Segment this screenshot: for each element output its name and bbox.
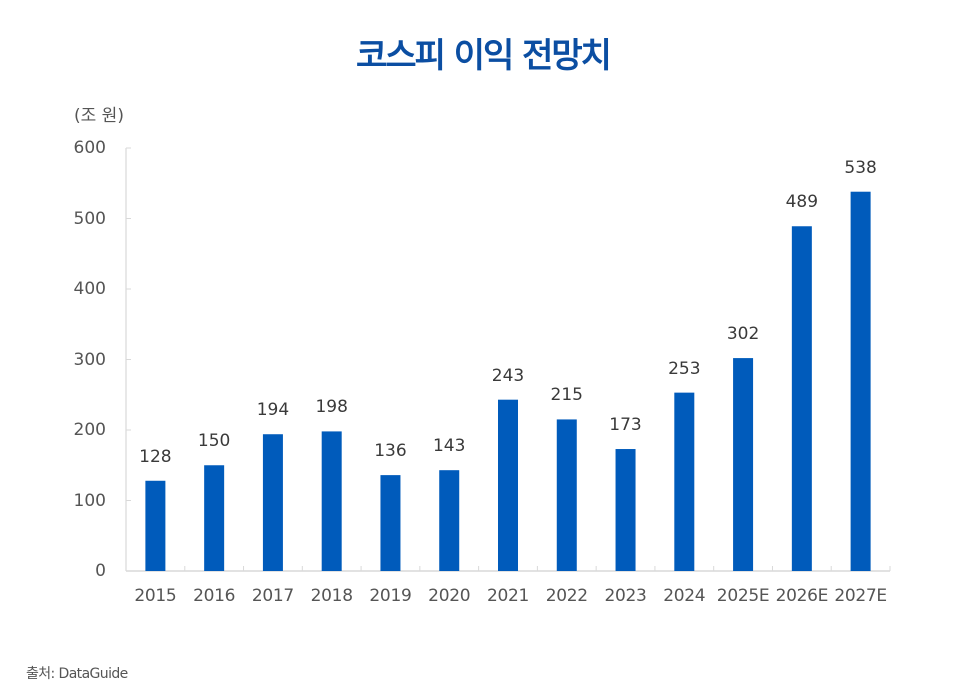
- bar-2020: [439, 470, 460, 571]
- x-tick-label-2025E: 2025E: [716, 586, 770, 606]
- bar-2021: [498, 399, 518, 571]
- data-label-2015: 128: [139, 446, 172, 467]
- bar-2022: [556, 419, 577, 571]
- data-label-2023: 173: [609, 415, 642, 436]
- x-tick-label-2022: 2022: [545, 586, 588, 606]
- x-tick-label-2026E: 2026E: [775, 586, 829, 606]
- y-tick-label: 100: [73, 490, 106, 511]
- data-label-2027E: 538: [844, 157, 877, 178]
- x-tick-label-2017: 2017: [251, 586, 294, 606]
- data-label-2017: 194: [256, 400, 290, 421]
- data-label-2026E: 489: [785, 192, 819, 213]
- bar-2027E: [850, 191, 871, 571]
- x-tick-label-2021: 2021: [486, 586, 530, 606]
- x-tick-label-2016: 2016: [193, 586, 236, 606]
- source-note: 출처: DataGuide: [26, 666, 128, 682]
- y-tick-label: 400: [73, 279, 106, 299]
- bar-2016: [204, 465, 225, 571]
- bar-2025E: [733, 358, 754, 571]
- y-tick-label: 200: [73, 420, 106, 440]
- y-tick-label: 600: [73, 138, 106, 158]
- y-tick-label: 500: [73, 208, 106, 229]
- data-label-2022: 215: [550, 385, 583, 406]
- data-label-2020: 143: [432, 436, 466, 457]
- data-label-2019: 136: [374, 441, 407, 462]
- bar-2023: [615, 449, 636, 571]
- x-tick-label-2018: 2018: [310, 586, 353, 606]
- bar-2015: [145, 480, 166, 571]
- data-label-2018: 198: [315, 397, 348, 418]
- bar-2026E: [791, 226, 812, 571]
- y-tick-label: 0: [95, 561, 106, 581]
- bar-2018: [321, 431, 342, 571]
- bar-2019: [380, 475, 401, 571]
- y-tick-label: 300: [73, 349, 106, 370]
- x-tick-label-2023: 2023: [604, 586, 647, 606]
- x-tick-label-2027E: 2027E: [834, 586, 887, 606]
- x-tick-label-2015: 2015: [134, 586, 177, 606]
- data-label-2016: 150: [197, 431, 231, 452]
- chart-title: 코스피 이익 전망치: [356, 36, 612, 76]
- data-label-2025E: 302: [726, 324, 760, 345]
- data-label-2024: 253: [668, 358, 701, 379]
- y-axis-unit-label: (조 원): [74, 106, 124, 126]
- bar-2017: [262, 434, 283, 571]
- x-tick-label-2024: 2024: [663, 586, 706, 606]
- x-tick-label-2019: 2019: [369, 586, 412, 606]
- data-label-2021: 243: [491, 365, 525, 386]
- bar-2024: [674, 392, 695, 571]
- x-tick-label-2020: 2020: [428, 586, 471, 606]
